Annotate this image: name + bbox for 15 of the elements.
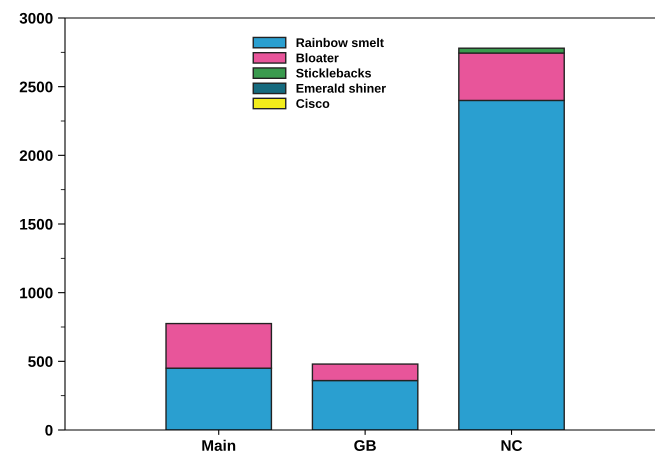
legend-label: Sticklebacks (296, 68, 371, 78)
x-tick-label: Main (202, 440, 236, 451)
x-tick-label: NC (502, 440, 522, 451)
legend-label: Emerald shiner (296, 84, 386, 93)
legend-label: Bloater (296, 53, 339, 62)
y-tick-label: 1000 (20, 288, 53, 298)
legend-label: Cisco (296, 98, 330, 108)
y-tick-label: 3000 (20, 12, 53, 24)
y-tick-label: 2000 (20, 150, 53, 162)
y-tick-label: 0 (45, 424, 53, 436)
legend-label: Rainbow smelt (296, 38, 384, 48)
x-tick-label: GB (354, 440, 376, 451)
y-tick-label: 500 (28, 356, 53, 368)
y-tick-label: 2500 (20, 82, 53, 92)
y-tick-label: 1500 (20, 218, 53, 230)
